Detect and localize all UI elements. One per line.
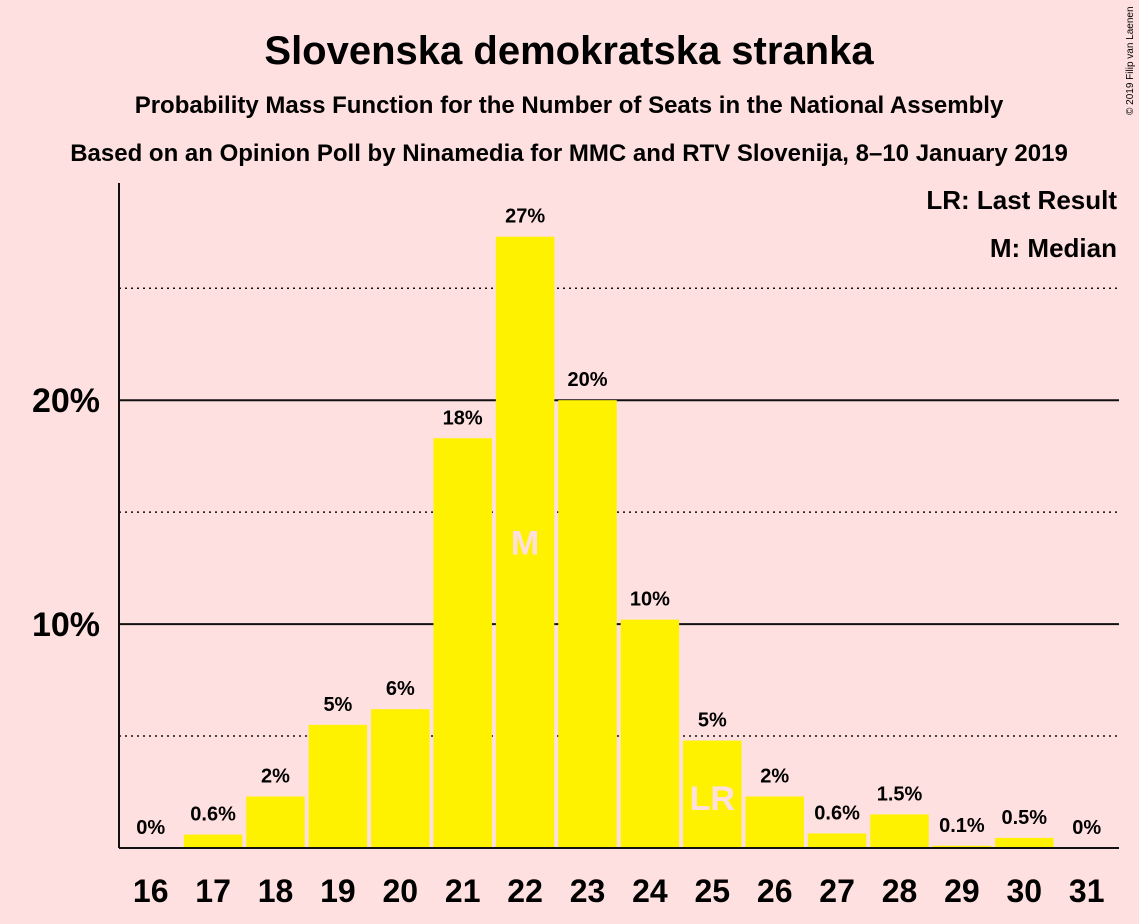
x-tick-23: 23: [570, 873, 606, 909]
data-label-23: 20%: [567, 369, 607, 391]
data-label-25: 5%: [698, 710, 727, 732]
data-label-24: 10%: [630, 589, 670, 611]
x-tick-26: 26: [757, 873, 793, 909]
data-label-26: 2%: [760, 766, 789, 788]
chart-subtitle: Probability Mass Function for the Number…: [135, 92, 1004, 119]
x-tick-20: 20: [383, 873, 419, 909]
copyright-text: © 2019 Filip van Laenen: [1125, 6, 1136, 115]
x-tick-28: 28: [882, 873, 918, 909]
x-tick-25: 25: [695, 873, 731, 909]
data-label-18: 2%: [261, 766, 290, 788]
chart-source: Based on an Opinion Poll by Ninamedia fo…: [70, 140, 1068, 167]
bar-30: [995, 837, 1054, 848]
data-label-22: 27%: [505, 206, 545, 228]
data-label-20: 6%: [386, 678, 415, 700]
grid-layer: [119, 287, 1119, 737]
axis-layer: 16 17 18 19 20 21 22 23 24 25 26 27 28 29 30 31 10% 20%: [32, 183, 1119, 909]
bar-25: [683, 740, 742, 848]
data-label-27: 0.6%: [814, 802, 860, 824]
data-label-31: 0%: [1072, 817, 1101, 839]
bar-20: [371, 709, 430, 848]
x-tick-24: 24: [632, 873, 668, 909]
x-tick-16: 16: [133, 873, 169, 909]
x-tick-18: 18: [258, 873, 294, 909]
bar-26: [745, 796, 804, 848]
y-tick-10: 10%: [32, 606, 100, 644]
data-label-16: 0%: [136, 817, 165, 839]
x-tick-21: 21: [445, 873, 481, 909]
data-label-29: 0.1%: [939, 815, 985, 837]
bar-28: [870, 814, 929, 848]
bar-22: [495, 236, 555, 849]
legend-median: M: Median: [990, 233, 1117, 263]
x-tick-19: 19: [320, 873, 356, 909]
x-tick-27: 27: [819, 873, 855, 909]
data-label-19: 5%: [323, 694, 352, 716]
legend-last-result: LR: Last Result: [926, 185, 1117, 215]
marker-m: M: [511, 524, 539, 562]
x-tick-31: 31: [1069, 873, 1105, 909]
bar-29: [932, 845, 992, 848]
bar-layer: [183, 236, 1054, 849]
label-layer: 0% 0.6% 2% 5% 6% 18% 27% 20% 10% 5% 2% 0.6% 1.5% 0.1%…: [136, 206, 1101, 839]
bar-19: [308, 724, 368, 848]
x-tick-22: 22: [507, 873, 543, 909]
bar-23: [558, 400, 617, 848]
bar-17: [183, 834, 243, 848]
data-label-21: 18%: [443, 407, 483, 429]
y-tick-20: 20%: [32, 382, 100, 420]
data-label-28: 1.5%: [877, 783, 923, 805]
chart-title: Slovenska demokratska stranka: [264, 29, 874, 73]
marker-lr: LR: [690, 780, 735, 818]
bar-18: [246, 796, 305, 848]
x-tick-29: 29: [944, 873, 980, 909]
bar-27: [807, 833, 867, 848]
bar-24: [620, 619, 680, 848]
x-tick-30: 30: [1007, 873, 1043, 909]
data-label-30: 0.5%: [1002, 807, 1048, 829]
data-label-17: 0.6%: [190, 804, 236, 826]
bar-21: [433, 438, 492, 848]
x-tick-17: 17: [195, 873, 231, 909]
